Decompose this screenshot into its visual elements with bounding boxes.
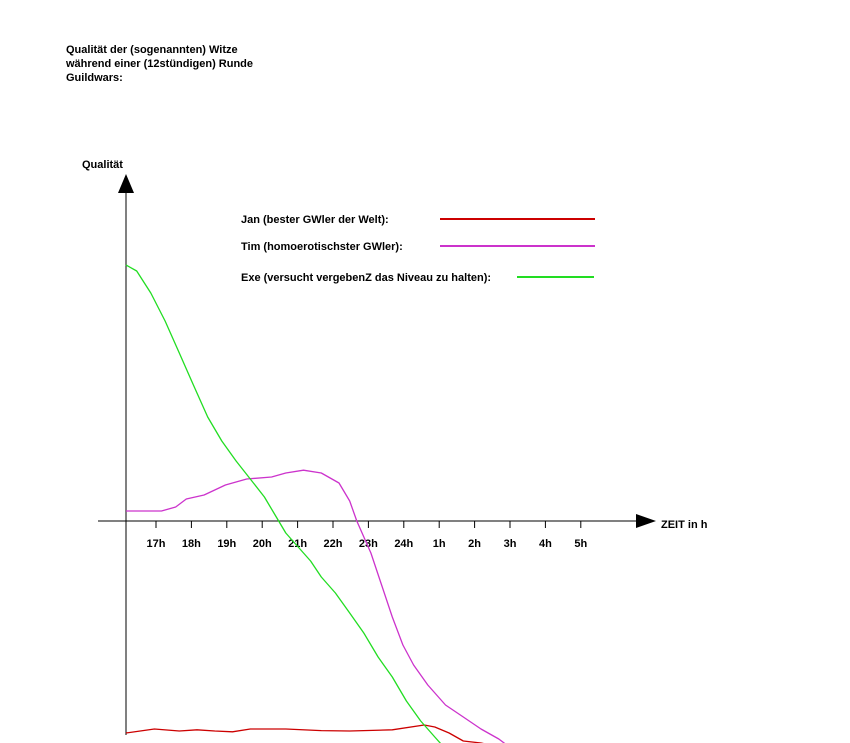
x-tick-label: 23h — [359, 538, 378, 550]
x-axis-arrow — [636, 514, 656, 528]
series-line-3 — [125, 264, 442, 743]
legend-label-2: Tim (homoerotischster GWler): — [241, 241, 403, 253]
chart-title-line: während einer (12stündigen) Runde — [65, 58, 253, 70]
x-tick-label: 4h — [539, 538, 552, 550]
x-tick-label: 22h — [324, 538, 343, 550]
x-tick-label: 5h — [574, 538, 587, 550]
x-tick-label: 17h — [147, 538, 166, 550]
chart-title-line: Guildwars: — [66, 72, 123, 84]
x-tick-label: 3h — [504, 538, 517, 550]
series-layer — [125, 264, 506, 743]
chart-title-line: Qualität der (sogenannten) Witze — [66, 44, 238, 56]
chart-title: Qualität der (sogenannten) Witze während … — [65, 44, 253, 84]
y-axis-label: Qualität — [82, 159, 123, 171]
legend-label-3: Exe (versucht vergebenZ das Niveau zu ha… — [241, 272, 491, 284]
x-axis-label: ZEIT in h — [661, 519, 708, 531]
x-tick-label: 24h — [394, 538, 413, 550]
x-ticks: 17h 18h 19h 20h 21h 22h 23h 24h 1h 2h 3h 4h 5h — [147, 521, 587, 550]
series-line-2 — [126, 469, 506, 743]
legend: Jan (bester GWler der Welt): Tim (homoero… — [241, 214, 595, 284]
legend-label-1: Jan (bester GWler der Welt): — [241, 214, 389, 226]
x-tick-label: 18h — [182, 538, 201, 550]
y-axis-arrow — [118, 174, 134, 193]
x-tick-label: 1h — [433, 538, 446, 550]
x-tick-label: 2h — [468, 538, 481, 550]
series-line-1 — [125, 724, 484, 743]
x-tick-label: 19h — [217, 538, 236, 550]
x-tick-label: 20h — [253, 538, 272, 550]
